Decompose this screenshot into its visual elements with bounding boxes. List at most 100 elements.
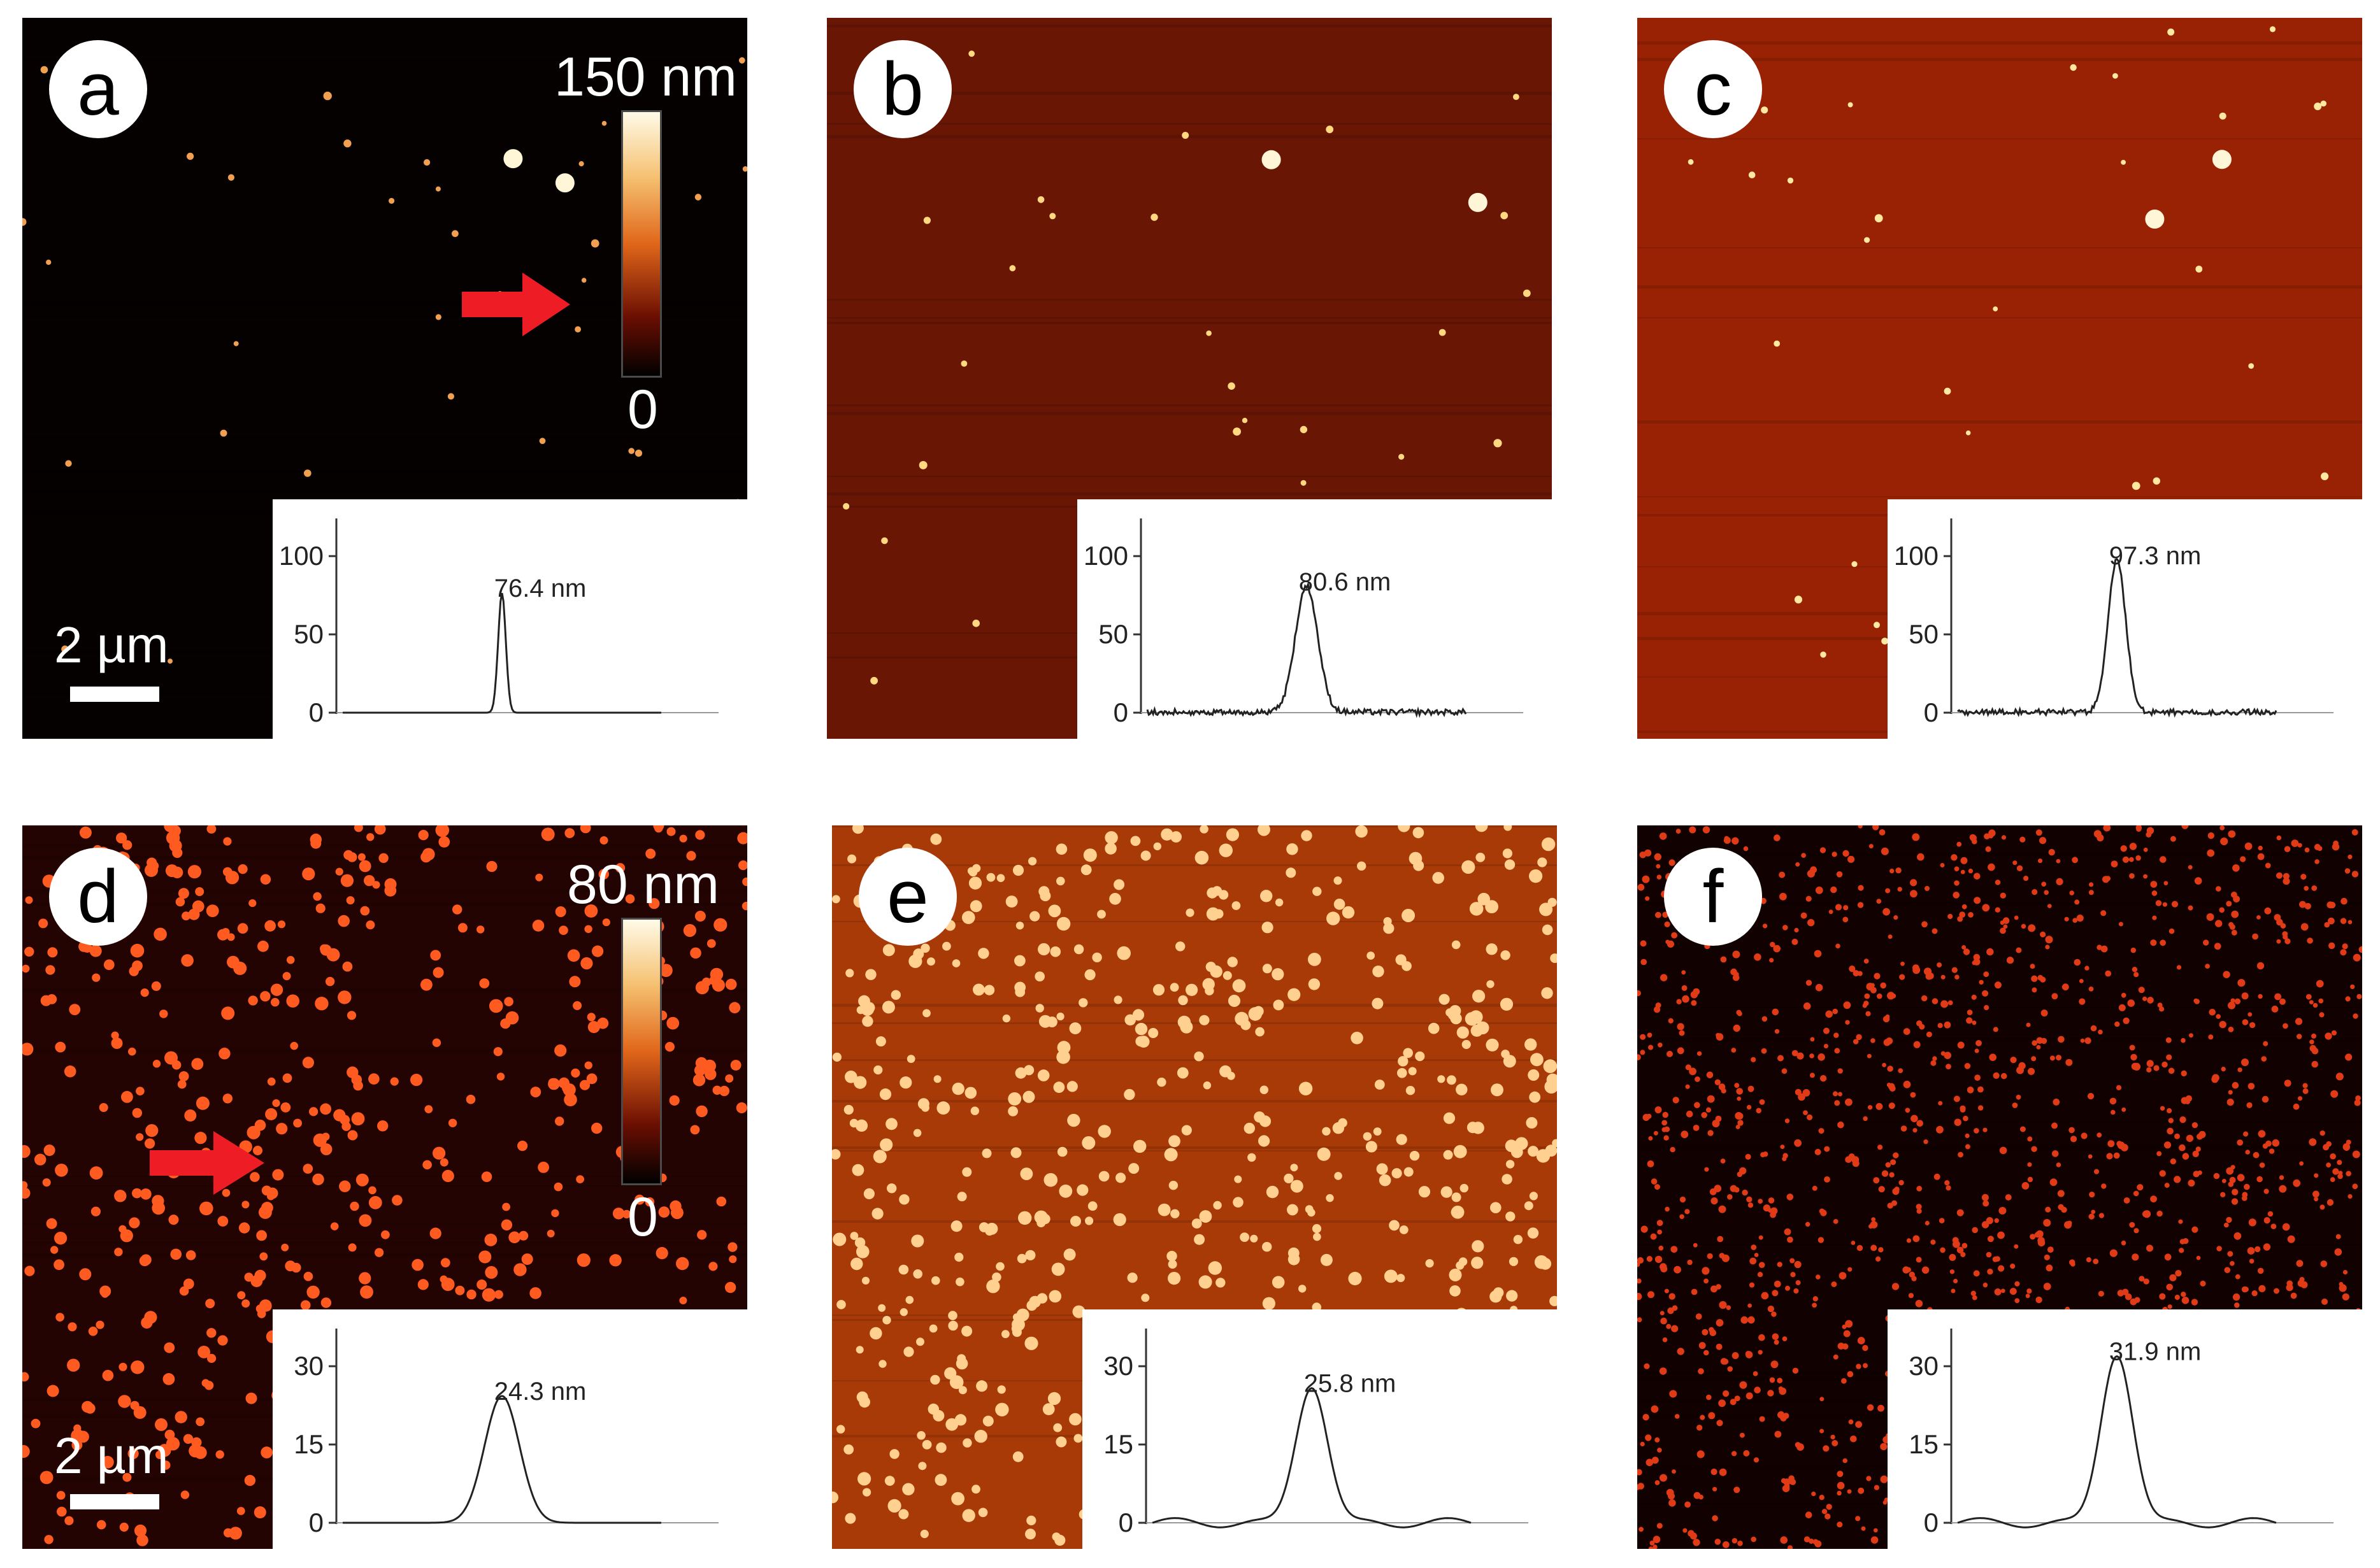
y-tick-label: 0 — [1924, 697, 1939, 727]
nanoparticle-dot — [368, 1073, 380, 1085]
nanoparticle-dot — [452, 904, 462, 915]
nanoparticle-dot — [1972, 1020, 1977, 1025]
nanoparticle-dot — [1787, 1236, 1793, 1243]
nanoparticle-dot — [2293, 1103, 2300, 1110]
scan-line — [827, 92, 1552, 95]
scan-line — [22, 490, 747, 493]
nanoparticle-dot — [2337, 1160, 2342, 1165]
nanoparticle-dot — [2116, 1085, 2122, 1090]
scan-line — [827, 123, 1552, 125]
nanoparticle-dot — [165, 864, 178, 878]
nanoparticle-dot — [250, 1275, 263, 1287]
nanoparticle-dot — [713, 918, 728, 932]
nanoparticle-dot — [1864, 237, 1870, 243]
nanoparticle-dot — [114, 1248, 123, 1257]
nanoparticle-dot — [1399, 1225, 1409, 1234]
nanoparticle-dot — [1456, 1083, 1468, 1095]
nanoparticle-dot — [1732, 950, 1740, 959]
nanoparticle-dot — [1905, 1108, 1910, 1113]
nanoparticle-dot — [1334, 1172, 1342, 1180]
nanoparticle-dot — [1115, 1172, 1126, 1183]
nanoparticle-dot — [1839, 1272, 1847, 1279]
nanoparticle-dot — [1552, 1139, 1557, 1148]
nanoparticle-dot — [679, 834, 687, 843]
nanoparticle-dot — [1685, 1084, 1690, 1089]
nanoparticle-dot — [1833, 1354, 1839, 1360]
nanoparticle-dot — [420, 852, 432, 863]
nanoparticle-dot — [265, 1108, 278, 1120]
nanoparticle-dot — [2352, 1150, 2360, 1158]
nanoparticle-dot — [2167, 1304, 2172, 1309]
nanoparticle-dot — [1526, 1117, 1538, 1129]
nanoparticle-dot — [2342, 943, 2348, 950]
nanoparticle-dot — [1396, 1274, 1405, 1283]
scan-line — [22, 186, 747, 187]
nanoparticle-dot — [911, 1234, 924, 1248]
nanoparticle-dot — [1284, 1173, 1294, 1183]
nanoparticle-dot — [1170, 831, 1182, 843]
nanoparticle-dot — [1182, 132, 1189, 139]
nanoparticle-dot — [1244, 1122, 1255, 1134]
nanoparticle-dot — [2080, 1038, 2085, 1043]
nanoparticle-dot — [1774, 340, 1781, 347]
nanoparticle-dot — [2299, 901, 2306, 908]
nanoparticle-dot — [1180, 1020, 1193, 1034]
nanoparticle-dot — [1795, 1442, 1801, 1448]
nanoparticle-dot — [1785, 1285, 1790, 1291]
nanoparticle-dot — [1926, 1031, 1932, 1037]
nanoparticle-dot — [843, 1104, 854, 1115]
nanoparticle-dot — [2127, 999, 2135, 1007]
nanoparticle-dot — [1037, 1069, 1050, 1081]
nanoparticle-dot — [2287, 1235, 2295, 1243]
nanoparticle-dot — [1026, 1300, 1037, 1311]
nanoparticle-dot — [2147, 997, 2154, 1004]
nanoparticle-dot — [710, 967, 724, 981]
nanoparticle-dot — [1867, 1105, 1873, 1110]
nanoparticle-dot — [1868, 844, 1874, 849]
nanoparticle-dot — [1754, 1386, 1761, 1393]
nanoparticle-dot — [1767, 1390, 1774, 1397]
nanoparticle-dot — [1933, 1173, 1940, 1180]
nanoparticle-dot — [970, 900, 982, 913]
nanoparticle-dot — [1737, 1011, 1742, 1016]
nanoparticle-dot — [931, 1276, 940, 1285]
nanoparticle-dot — [1842, 1458, 1847, 1464]
nanoparticle-dot — [2206, 913, 2214, 921]
nanoparticle-dot — [1947, 1000, 1953, 1006]
nanoparticle-dot — [2035, 829, 2042, 836]
nanoparticle-dot — [485, 1265, 498, 1279]
nanoparticle-dot — [916, 1337, 924, 1346]
nanoparticle-dot — [1298, 1081, 1313, 1095]
nanoparticle-dot — [205, 1299, 215, 1309]
nanoparticle-dot — [2167, 28, 2175, 36]
nanoparticle-dot — [1168, 1135, 1180, 1148]
nanoparticle-dot — [140, 988, 149, 997]
nanoparticle-dot — [1689, 826, 1696, 834]
nanoparticle-dot — [2097, 944, 2102, 950]
nanoparticle-dot — [1769, 958, 1774, 963]
nanoparticle-dot — [2074, 959, 2081, 966]
nanoparticle-dot — [435, 186, 441, 192]
nanoparticle-dot — [1908, 1293, 1914, 1299]
nanoparticle-dot — [486, 860, 498, 873]
nanoparticle-dot — [1459, 1183, 1468, 1193]
nanoparticle-dot — [2088, 1154, 2093, 1159]
nanoparticle-dot — [2056, 1055, 2061, 1061]
nanoparticle-dot — [1695, 1313, 1702, 1320]
scan-line — [827, 412, 1552, 415]
nanoparticle-dot — [2031, 1146, 2037, 1152]
nanoparticle-dot — [1956, 841, 1962, 847]
nanoparticle-dot — [2014, 1281, 2020, 1286]
nanoparticle-dot — [1322, 1127, 1331, 1136]
nanoparticle-dot — [1656, 874, 1662, 880]
nanoparticle-dot — [1967, 1009, 1973, 1015]
nanoparticle-dot — [517, 1141, 528, 1151]
nanoparticle-dot — [1015, 922, 1024, 930]
nanoparticle-dot — [1693, 1125, 1700, 1131]
profile-line — [1957, 1355, 2277, 1529]
nanoparticle-dot — [1726, 1305, 1731, 1310]
nanoparticle-dot — [300, 1300, 311, 1311]
nanoparticle-dot — [180, 1490, 190, 1499]
nanoparticle-dot — [1301, 830, 1312, 841]
nanoparticle-dot — [1642, 1114, 1650, 1121]
